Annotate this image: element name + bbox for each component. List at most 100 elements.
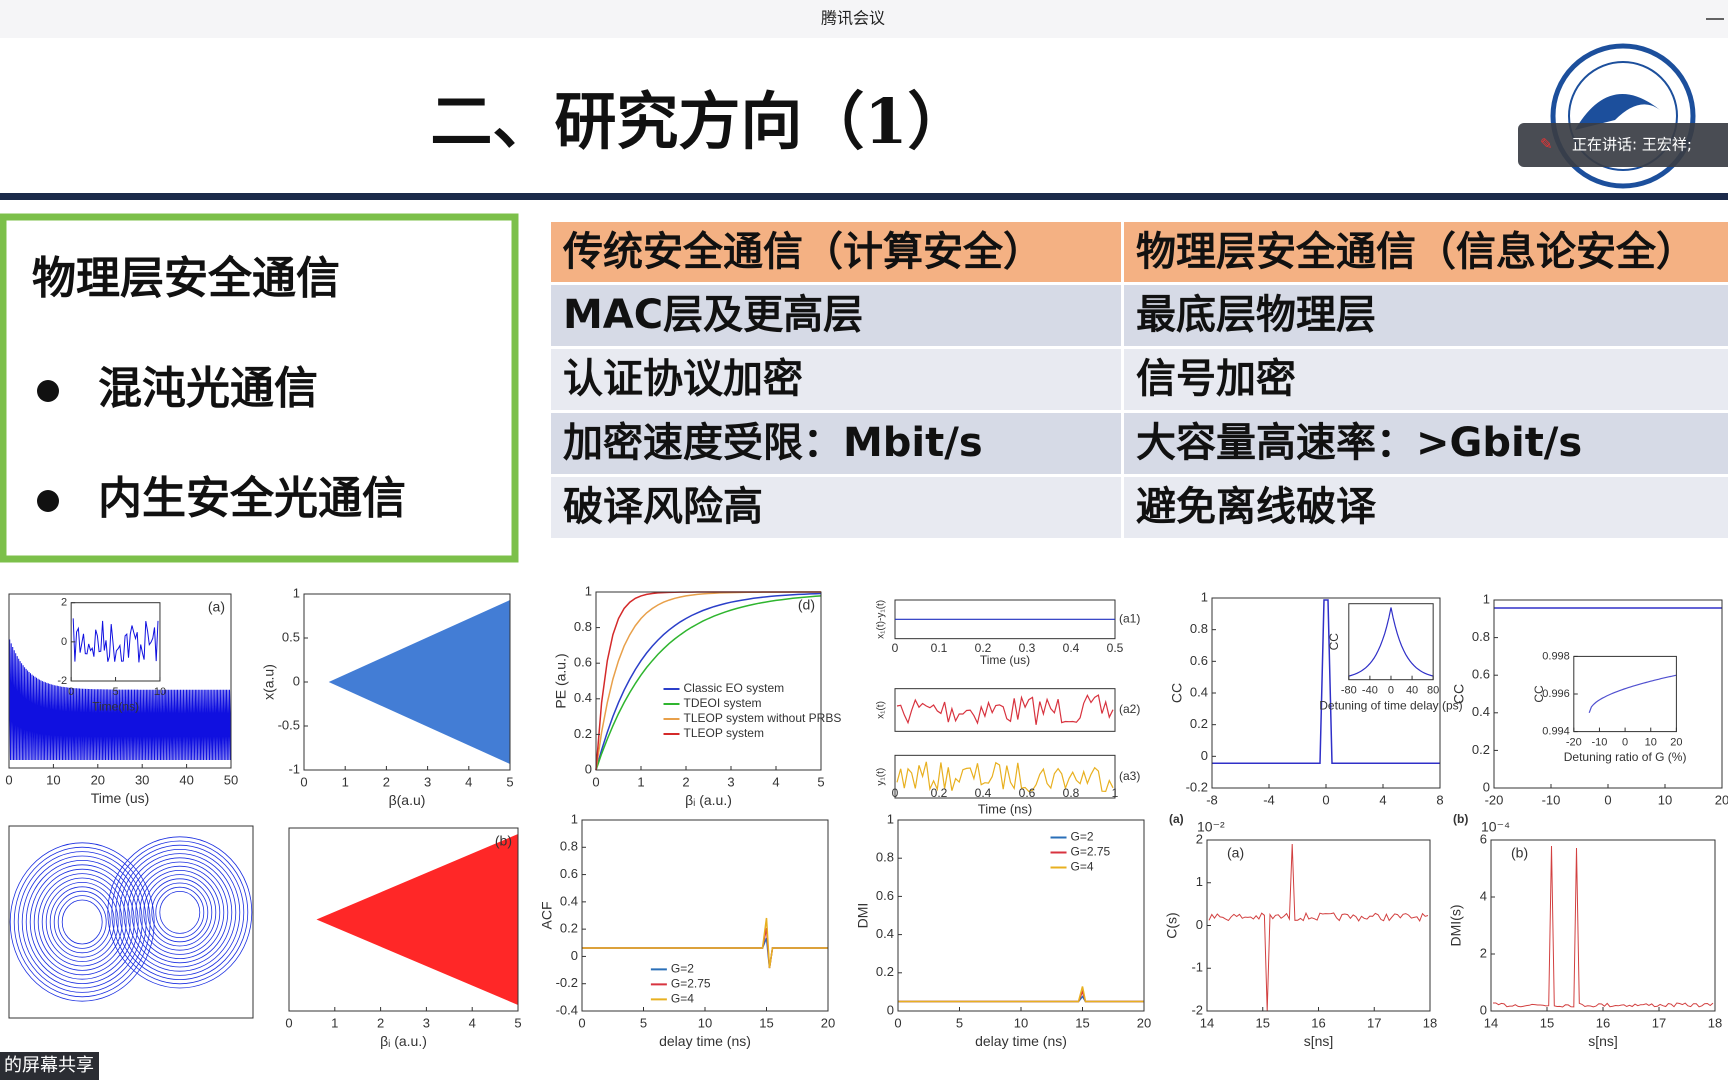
panel-tag: (d)	[798, 597, 815, 613]
panel-tag: (a)	[1227, 845, 1244, 861]
y-tick-label: 0.8	[1190, 621, 1208, 636]
y-tick-label: 0.5	[282, 629, 300, 644]
x-tick-label: 16	[1311, 1015, 1325, 1030]
x-tick-label: 5	[506, 774, 513, 789]
y-tick-label: 0	[1483, 779, 1490, 794]
y-tick-label: -0.2	[1186, 779, 1208, 794]
y-tick-label: 2	[1196, 831, 1203, 846]
x-axis-label: Time (us)	[980, 653, 1030, 667]
y-tick-label: -0.4	[556, 1002, 578, 1017]
x-tick-label: 0	[894, 1015, 901, 1030]
y-tick-label: 0.8	[1472, 629, 1490, 644]
x-axis-label: βᵢ (a.u.)	[380, 1033, 427, 1049]
header-cell	[551, 222, 1121, 282]
x-tick-label: 4	[772, 774, 779, 789]
y-tick-label: 1	[571, 811, 578, 826]
x-tick-label: 30	[135, 772, 149, 787]
x-tick-label: 0.2	[931, 786, 948, 800]
y-tick-label: 0.6	[560, 866, 578, 881]
y-axis-label: ACF	[539, 902, 555, 930]
attractor-loop	[151, 882, 209, 943]
mic-icon: ✎	[1540, 136, 1553, 153]
y-axis-label: CC	[1169, 683, 1185, 703]
table-cell	[551, 477, 1121, 538]
x-axis-label: s[ns]	[1304, 1033, 1334, 1049]
x-tick-label: 4	[469, 1015, 476, 1030]
strip-tag: (a3)	[1119, 769, 1140, 783]
topic-bullet: 混沌光通信	[98, 363, 318, 414]
y-tick-label: 0.4	[876, 926, 894, 941]
header-text: 传统安全通信（计算安全）	[562, 229, 1043, 275]
topic-heading: 物理层安全通信	[32, 253, 340, 304]
y-axis-label: y₁(t)	[876, 768, 887, 786]
y-tick-label: 0	[585, 761, 592, 776]
x-tick-label: 5	[817, 774, 824, 789]
x-tick-label: 1	[331, 1015, 338, 1030]
x-tick-label: 0	[892, 641, 899, 655]
cell-text: 破译风险高	[563, 484, 763, 530]
y-tick-label: 0.996	[1542, 688, 1570, 700]
x-tick-label: 4	[465, 774, 472, 789]
x-tick-label: 8	[1436, 792, 1443, 807]
plot-frame	[595, 591, 822, 771]
y-tick-label: 1	[585, 583, 592, 598]
x-tick-label: 1	[637, 774, 644, 789]
y-tick-label: 0.994	[1542, 726, 1570, 738]
table-cell	[1124, 349, 1728, 410]
attractor-loop	[147, 878, 213, 947]
y-tick-label: 0.2	[560, 921, 578, 936]
inset-bg	[1573, 656, 1677, 732]
x-tick-label: -4	[1263, 792, 1275, 807]
y-tick-label: -1	[288, 761, 300, 776]
y-axis-label: x(a.u)	[261, 664, 277, 700]
y-tick-label: 1	[1201, 589, 1208, 604]
y-tick-label: 1	[887, 811, 894, 826]
comparison-table: 传统安全通信（计算安全） 物理层安全通信（信息论安全） MAC层及更高层 最底层物理层…	[551, 222, 1728, 538]
y-tick-label: 0.6	[876, 888, 894, 903]
trace	[898, 986, 1144, 1003]
x-tick-label: 10	[154, 686, 166, 698]
y-tick-label: -0.5	[278, 717, 300, 732]
y-tick-label: 0	[571, 948, 578, 963]
y-tick-label: 0.8	[876, 850, 894, 865]
x-tick-label: 0.4	[1063, 641, 1080, 655]
trace	[595, 592, 822, 771]
x-tick-label: 2	[682, 774, 689, 789]
x-tick-label: 0	[1604, 792, 1611, 807]
y-tick-label: 0	[61, 636, 67, 648]
y-tick-label: 0	[293, 673, 300, 688]
topic-box	[0, 213, 519, 563]
x-tick-label: 0	[1388, 685, 1394, 697]
plot-frame	[288, 827, 519, 1012]
y-tick-label: 0.2	[574, 726, 592, 741]
y-tick-label: 0.4	[560, 893, 578, 908]
attractor-loop	[17, 851, 147, 993]
x-tick-label: 20	[91, 772, 105, 787]
x-tick-label: -20	[1566, 737, 1582, 749]
x-tick-label: 0.1	[931, 641, 948, 655]
y-axis-label: DMI	[855, 903, 871, 929]
x-tick-label: 0.4	[975, 786, 992, 800]
x-axis-label: delay time (ns)	[975, 1033, 1067, 1049]
attractor-loop	[115, 844, 245, 981]
x-axis-label: delay time (ns)	[659, 1033, 751, 1049]
y-axis-label: PE (a.u.)	[553, 653, 569, 708]
x-tick-label: 17	[1652, 1015, 1666, 1030]
x-tick-label: 40	[1406, 685, 1418, 697]
y-tick-label: 0.6	[574, 655, 592, 670]
trace	[1493, 845, 1714, 1008]
y-tick-label: 0.2	[1472, 742, 1490, 757]
y-tick-label: -1	[1191, 960, 1203, 975]
attractor-loop	[135, 865, 225, 960]
attractor-loop	[119, 849, 241, 976]
plot-frame	[894, 688, 1116, 732]
plot-frame	[894, 754, 1116, 799]
table-cell	[551, 349, 1121, 410]
bullet	[37, 380, 59, 402]
inset-bg	[1348, 603, 1434, 680]
attractor-loop	[45, 882, 119, 963]
x-tick-label: 0	[285, 1015, 292, 1030]
y-tick-label: 0.4	[574, 690, 592, 705]
y-axis-label: CC	[1327, 633, 1341, 651]
